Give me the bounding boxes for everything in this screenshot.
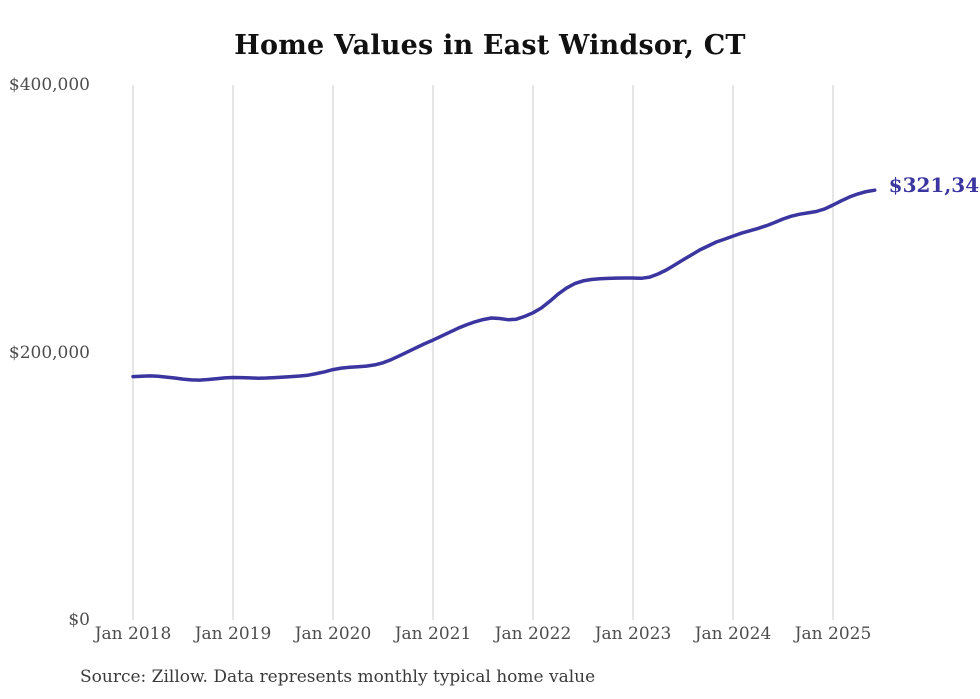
y-tick-label: $200,000 — [8, 342, 90, 363]
x-tick-label: Jan 2025 — [794, 624, 872, 644]
x-tick-label: Jan 2018 — [94, 624, 172, 644]
x-tick-label: Jan 2020 — [294, 624, 372, 644]
source-note: Source: Zillow. Data represents monthly … — [80, 667, 596, 687]
y-tick-label: $400,000 — [8, 75, 90, 95]
x-tick-label: Jan 2024 — [694, 624, 772, 644]
chart-title: Home Values in East Windsor, CT — [234, 30, 746, 61]
x-tick-label: Jan 2021 — [394, 624, 472, 644]
final-value-label: $321,346 — [888, 173, 980, 198]
x-tick-label: Jan 2023 — [594, 624, 672, 644]
value-line — [131, 188, 877, 382]
gridlines-group — [132, 85, 834, 620]
y-tick-label: $0 — [68, 610, 90, 630]
x-tick-label: Jan 2022 — [494, 624, 572, 644]
x-tick-label: Jan 2019 — [194, 624, 272, 644]
